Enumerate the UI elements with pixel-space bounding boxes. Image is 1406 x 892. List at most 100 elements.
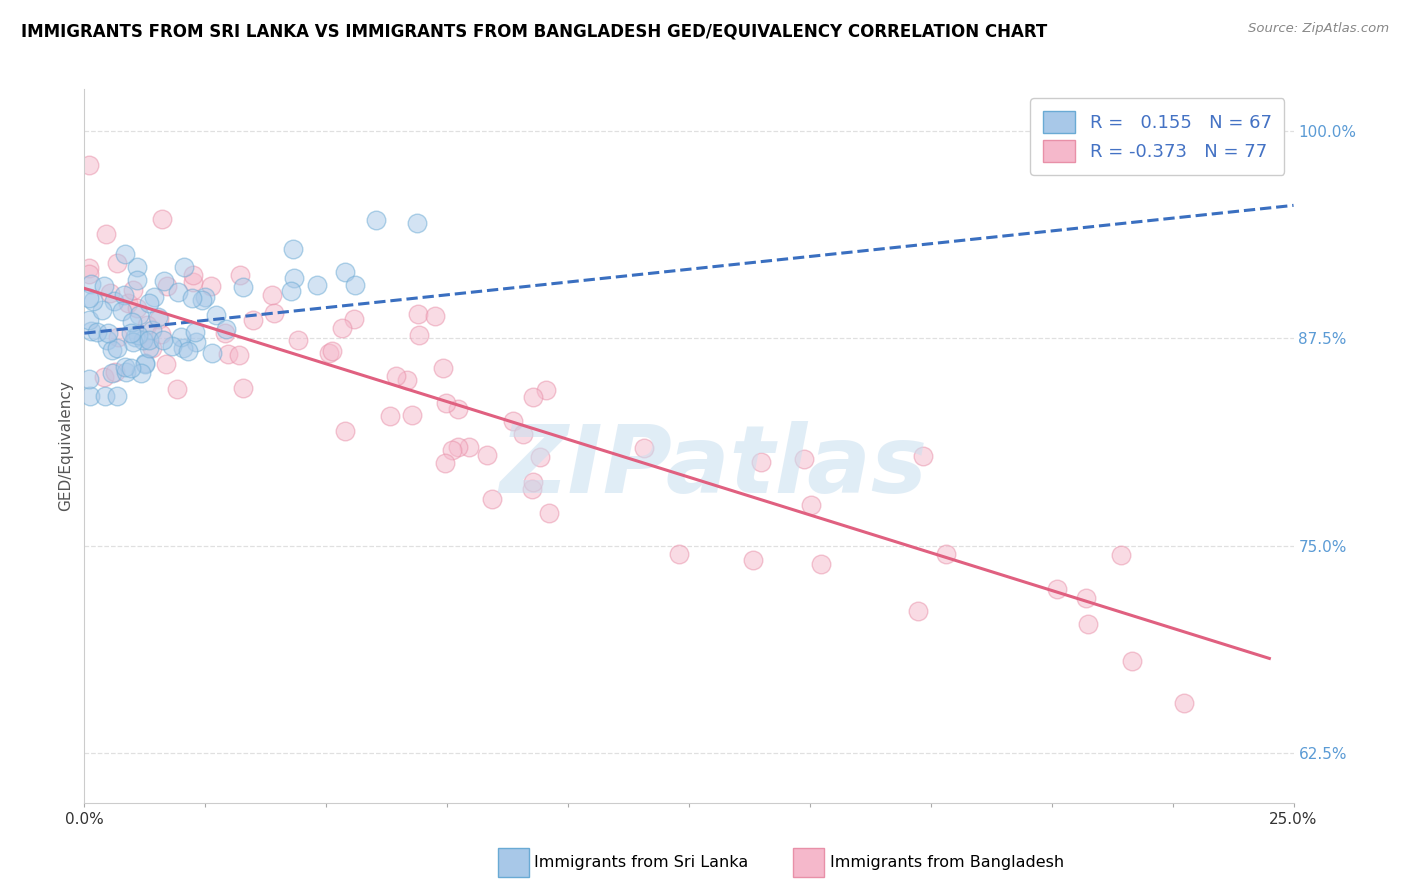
Point xyxy=(138,334,160,348)
Point xyxy=(166,285,188,299)
Point xyxy=(205,309,228,323)
Point xyxy=(160,339,183,353)
Point xyxy=(344,277,367,292)
Point xyxy=(522,482,544,496)
Point xyxy=(912,450,935,464)
Point xyxy=(633,441,655,455)
Point xyxy=(125,260,148,274)
Point xyxy=(215,322,238,336)
Point xyxy=(114,360,136,375)
Point xyxy=(77,291,100,305)
Point xyxy=(1077,616,1099,631)
Point xyxy=(502,414,524,428)
Point xyxy=(150,212,173,227)
Point xyxy=(232,380,254,394)
Point xyxy=(153,274,176,288)
Point xyxy=(121,335,143,350)
Point xyxy=(77,372,100,386)
Point xyxy=(77,313,100,327)
Point xyxy=(103,294,125,309)
Point xyxy=(792,452,814,467)
Point xyxy=(335,265,357,279)
Point xyxy=(177,344,200,359)
Point xyxy=(120,360,142,375)
Point xyxy=(935,547,957,561)
Point xyxy=(232,280,254,294)
Point xyxy=(94,389,117,403)
Point xyxy=(217,347,239,361)
Point xyxy=(529,450,551,465)
Point xyxy=(434,395,457,409)
Y-axis label: GED/Equivalency: GED/Equivalency xyxy=(58,381,73,511)
Point xyxy=(283,242,305,256)
Point xyxy=(537,506,560,520)
Point xyxy=(1173,696,1195,710)
Point xyxy=(112,288,135,302)
Point xyxy=(183,275,205,289)
Point xyxy=(90,302,112,317)
Point xyxy=(125,301,148,315)
Point xyxy=(512,426,534,441)
Point xyxy=(343,311,366,326)
Point xyxy=(395,374,418,388)
Point xyxy=(148,312,170,326)
Point xyxy=(107,330,129,344)
Point xyxy=(447,401,470,416)
Point xyxy=(522,475,544,490)
Point xyxy=(405,216,427,230)
Point xyxy=(810,557,832,571)
Point xyxy=(129,366,152,380)
Point xyxy=(120,326,142,340)
Point xyxy=(121,283,143,297)
Point xyxy=(184,325,207,339)
Point xyxy=(142,290,165,304)
Text: Source: ZipAtlas.com: Source: ZipAtlas.com xyxy=(1249,22,1389,36)
Point xyxy=(522,390,544,404)
Point xyxy=(668,547,690,561)
Text: Immigrants from Sri Lanka: Immigrants from Sri Lanka xyxy=(534,855,748,870)
Point xyxy=(214,326,236,340)
Point xyxy=(152,333,174,347)
Point xyxy=(82,294,104,309)
Point xyxy=(172,341,194,355)
Point xyxy=(127,328,149,343)
Point xyxy=(166,383,188,397)
Point xyxy=(181,268,204,282)
Point xyxy=(80,277,103,292)
Text: IMMIGRANTS FROM SRI LANKA VS IMMIGRANTS FROM BANGLADESH GED/EQUIVALENCY CORRELAT: IMMIGRANTS FROM SRI LANKA VS IMMIGRANTS … xyxy=(21,22,1047,40)
Point xyxy=(260,287,283,301)
Point xyxy=(156,279,179,293)
Point xyxy=(101,343,124,358)
Point xyxy=(283,271,305,285)
Point xyxy=(263,306,285,320)
Point xyxy=(104,365,127,379)
Text: ZIPatlas: ZIPatlas xyxy=(499,421,927,514)
Point xyxy=(97,326,120,341)
Point xyxy=(321,343,343,358)
Point xyxy=(330,320,353,334)
Point xyxy=(80,324,103,338)
Point xyxy=(749,455,772,469)
Point xyxy=(280,285,302,299)
Point xyxy=(432,361,454,376)
Point xyxy=(138,341,160,355)
Point xyxy=(98,285,121,300)
Point xyxy=(307,277,329,292)
Point xyxy=(138,296,160,310)
Text: Immigrants from Bangladesh: Immigrants from Bangladesh xyxy=(830,855,1064,870)
Point xyxy=(186,335,208,350)
Point xyxy=(401,408,423,422)
Point xyxy=(201,345,224,359)
Point xyxy=(408,306,430,320)
Point xyxy=(77,267,100,281)
Point xyxy=(287,333,309,347)
Point xyxy=(1121,654,1143,668)
Point xyxy=(181,291,204,305)
Point xyxy=(155,357,177,371)
Point xyxy=(433,456,456,470)
Point xyxy=(77,158,100,172)
Point xyxy=(86,326,108,340)
Point xyxy=(173,260,195,274)
Point xyxy=(534,384,557,398)
Point xyxy=(150,326,173,341)
